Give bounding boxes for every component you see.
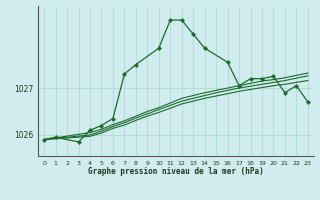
X-axis label: Graphe pression niveau de la mer (hPa): Graphe pression niveau de la mer (hPa) xyxy=(88,167,264,176)
